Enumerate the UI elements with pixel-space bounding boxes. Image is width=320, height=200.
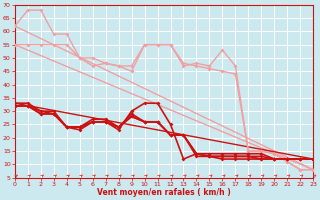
X-axis label: Vent moyen/en rafales ( km/h ): Vent moyen/en rafales ( km/h )	[97, 188, 231, 197]
